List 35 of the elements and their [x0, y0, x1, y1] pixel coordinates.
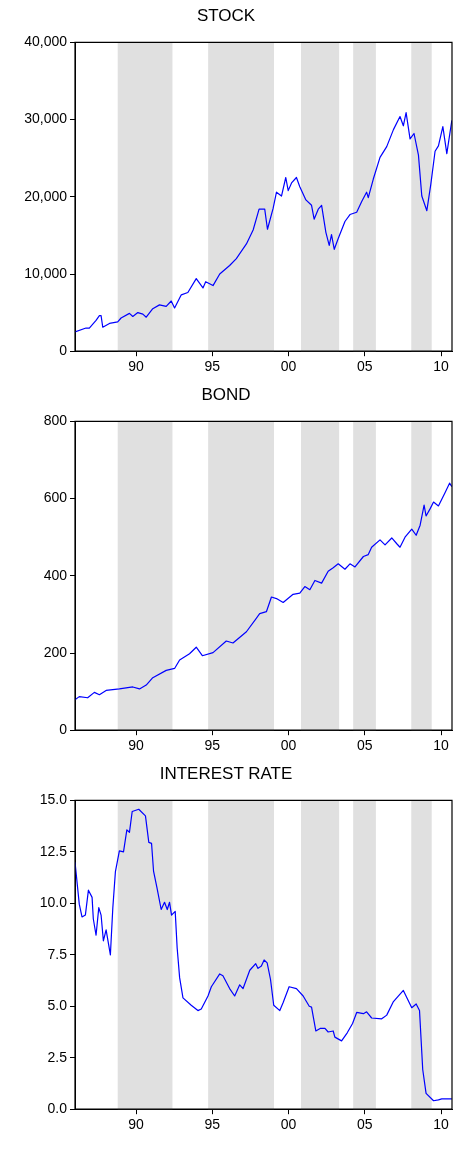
x-tick-label: 95 [204, 358, 221, 375]
y-tick-label: 40,000 [24, 33, 68, 50]
y-tick-label: 0 [59, 342, 68, 359]
y-tick-label: 15.0 [39, 791, 68, 808]
y-tick-label: 800 [43, 412, 68, 429]
y-tick-label: 600 [43, 489, 68, 506]
y-tick-label: 400 [43, 566, 68, 583]
x-tick-label: 95 [204, 737, 221, 754]
chart-title: STOCK [196, 5, 256, 25]
x-tick-label: 10 [433, 358, 450, 375]
x-tick-label: 05 [356, 737, 373, 754]
x-tick-label: 00 [280, 1116, 297, 1133]
y-tick-label: 0 [59, 721, 68, 738]
y-tick-label: 200 [43, 643, 68, 660]
y-tick-label: 10,000 [24, 264, 68, 281]
chart-title: INTEREST RATE [159, 763, 293, 783]
x-tick-label: 00 [280, 737, 297, 754]
y-tick-label: 5.0 [47, 997, 68, 1014]
y-tick-label: 30,000 [24, 110, 68, 127]
x-tick-label: 05 [356, 358, 373, 375]
y-tick-label: 0.0 [47, 1100, 68, 1117]
x-tick-label: 95 [204, 1116, 221, 1133]
y-tick-label: 12.5 [39, 842, 68, 859]
x-tick-label: 90 [128, 737, 144, 754]
x-tick-label: 90 [128, 1116, 144, 1133]
x-tick-label: 90 [128, 358, 144, 375]
y-tick-label: 20,000 [24, 187, 68, 204]
y-tick-label: 10.0 [39, 894, 68, 911]
chart-title: BOND [201, 384, 251, 404]
x-tick-label: 10 [433, 737, 450, 754]
y-tick-label: 7.5 [47, 945, 68, 962]
x-tick-label: 10 [433, 1116, 450, 1133]
x-tick-label: 00 [280, 358, 297, 375]
y-tick-label: 2.5 [47, 1048, 68, 1065]
x-tick-label: 05 [356, 1116, 373, 1133]
